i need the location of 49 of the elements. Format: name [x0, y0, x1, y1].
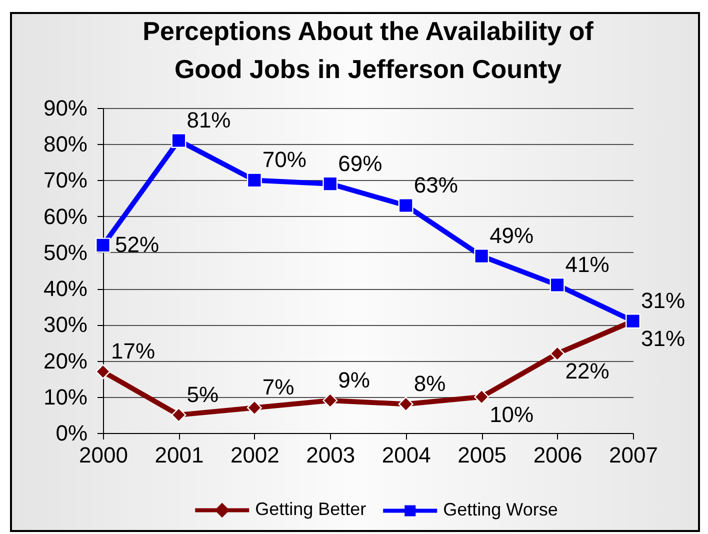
- y-tick-label: 40%: [43, 276, 88, 302]
- point: [171, 407, 186, 422]
- data-label: 9%: [338, 368, 370, 392]
- x-tick-label: 2003: [306, 442, 356, 468]
- y-tick-label: 80%: [43, 132, 88, 157]
- point: [474, 248, 490, 264]
- data-label: 81%: [186, 108, 231, 132]
- data-label: 8%: [414, 371, 446, 396]
- point: [322, 176, 338, 192]
- chart-title: Perceptions About the Availability of Good Jobs in Jefferson County: [142, 16, 594, 84]
- y-tick-label: 50%: [43, 240, 88, 265]
- y-tick-label: 90%: [43, 96, 88, 120]
- data-label: 10%: [490, 402, 534, 427]
- x-tick-label: 2004: [382, 442, 431, 468]
- y-tick-label: 30%: [43, 312, 88, 338]
- legend-label: Getting Worse: [443, 500, 558, 520]
- data-label: 31%: [641, 288, 686, 314]
- point: [322, 393, 338, 408]
- point: [96, 238, 110, 253]
- point: [246, 400, 262, 416]
- point: [246, 172, 262, 188]
- x-tick-label: 2000: [79, 442, 128, 468]
- x-tick-label: 2002: [230, 442, 280, 468]
- data-label: 17%: [111, 338, 156, 364]
- point: [550, 346, 565, 362]
- point: [171, 133, 186, 148]
- point: [474, 389, 490, 404]
- y-tick-label: 70%: [43, 168, 88, 193]
- point: [398, 396, 414, 412]
- y-tick-label: 20%: [43, 348, 88, 374]
- data-label: 49%: [490, 223, 534, 248]
- x-tick-label: 2006: [533, 442, 582, 468]
- data-label: 69%: [338, 150, 382, 176]
- point: [96, 364, 110, 380]
- y-tick-label: 60%: [43, 204, 88, 229]
- x-tick-label: 2005: [458, 442, 507, 468]
- data-label: 70%: [262, 147, 306, 172]
- x-tick-label: 2007: [609, 442, 658, 468]
- data-label: 22%: [565, 358, 610, 384]
- data-label: 52%: [115, 232, 160, 258]
- point: [398, 198, 414, 213]
- data-label: 41%: [565, 252, 610, 277]
- data-label: 7%: [262, 374, 294, 400]
- y-tick-label: 0%: [56, 420, 88, 446]
- x-tick-label: 2001: [154, 442, 204, 468]
- y-tick-label: 10%: [43, 384, 88, 410]
- point: [550, 277, 565, 292]
- data-label: 31%: [641, 326, 686, 352]
- legend-label: Getting Better: [255, 499, 366, 520]
